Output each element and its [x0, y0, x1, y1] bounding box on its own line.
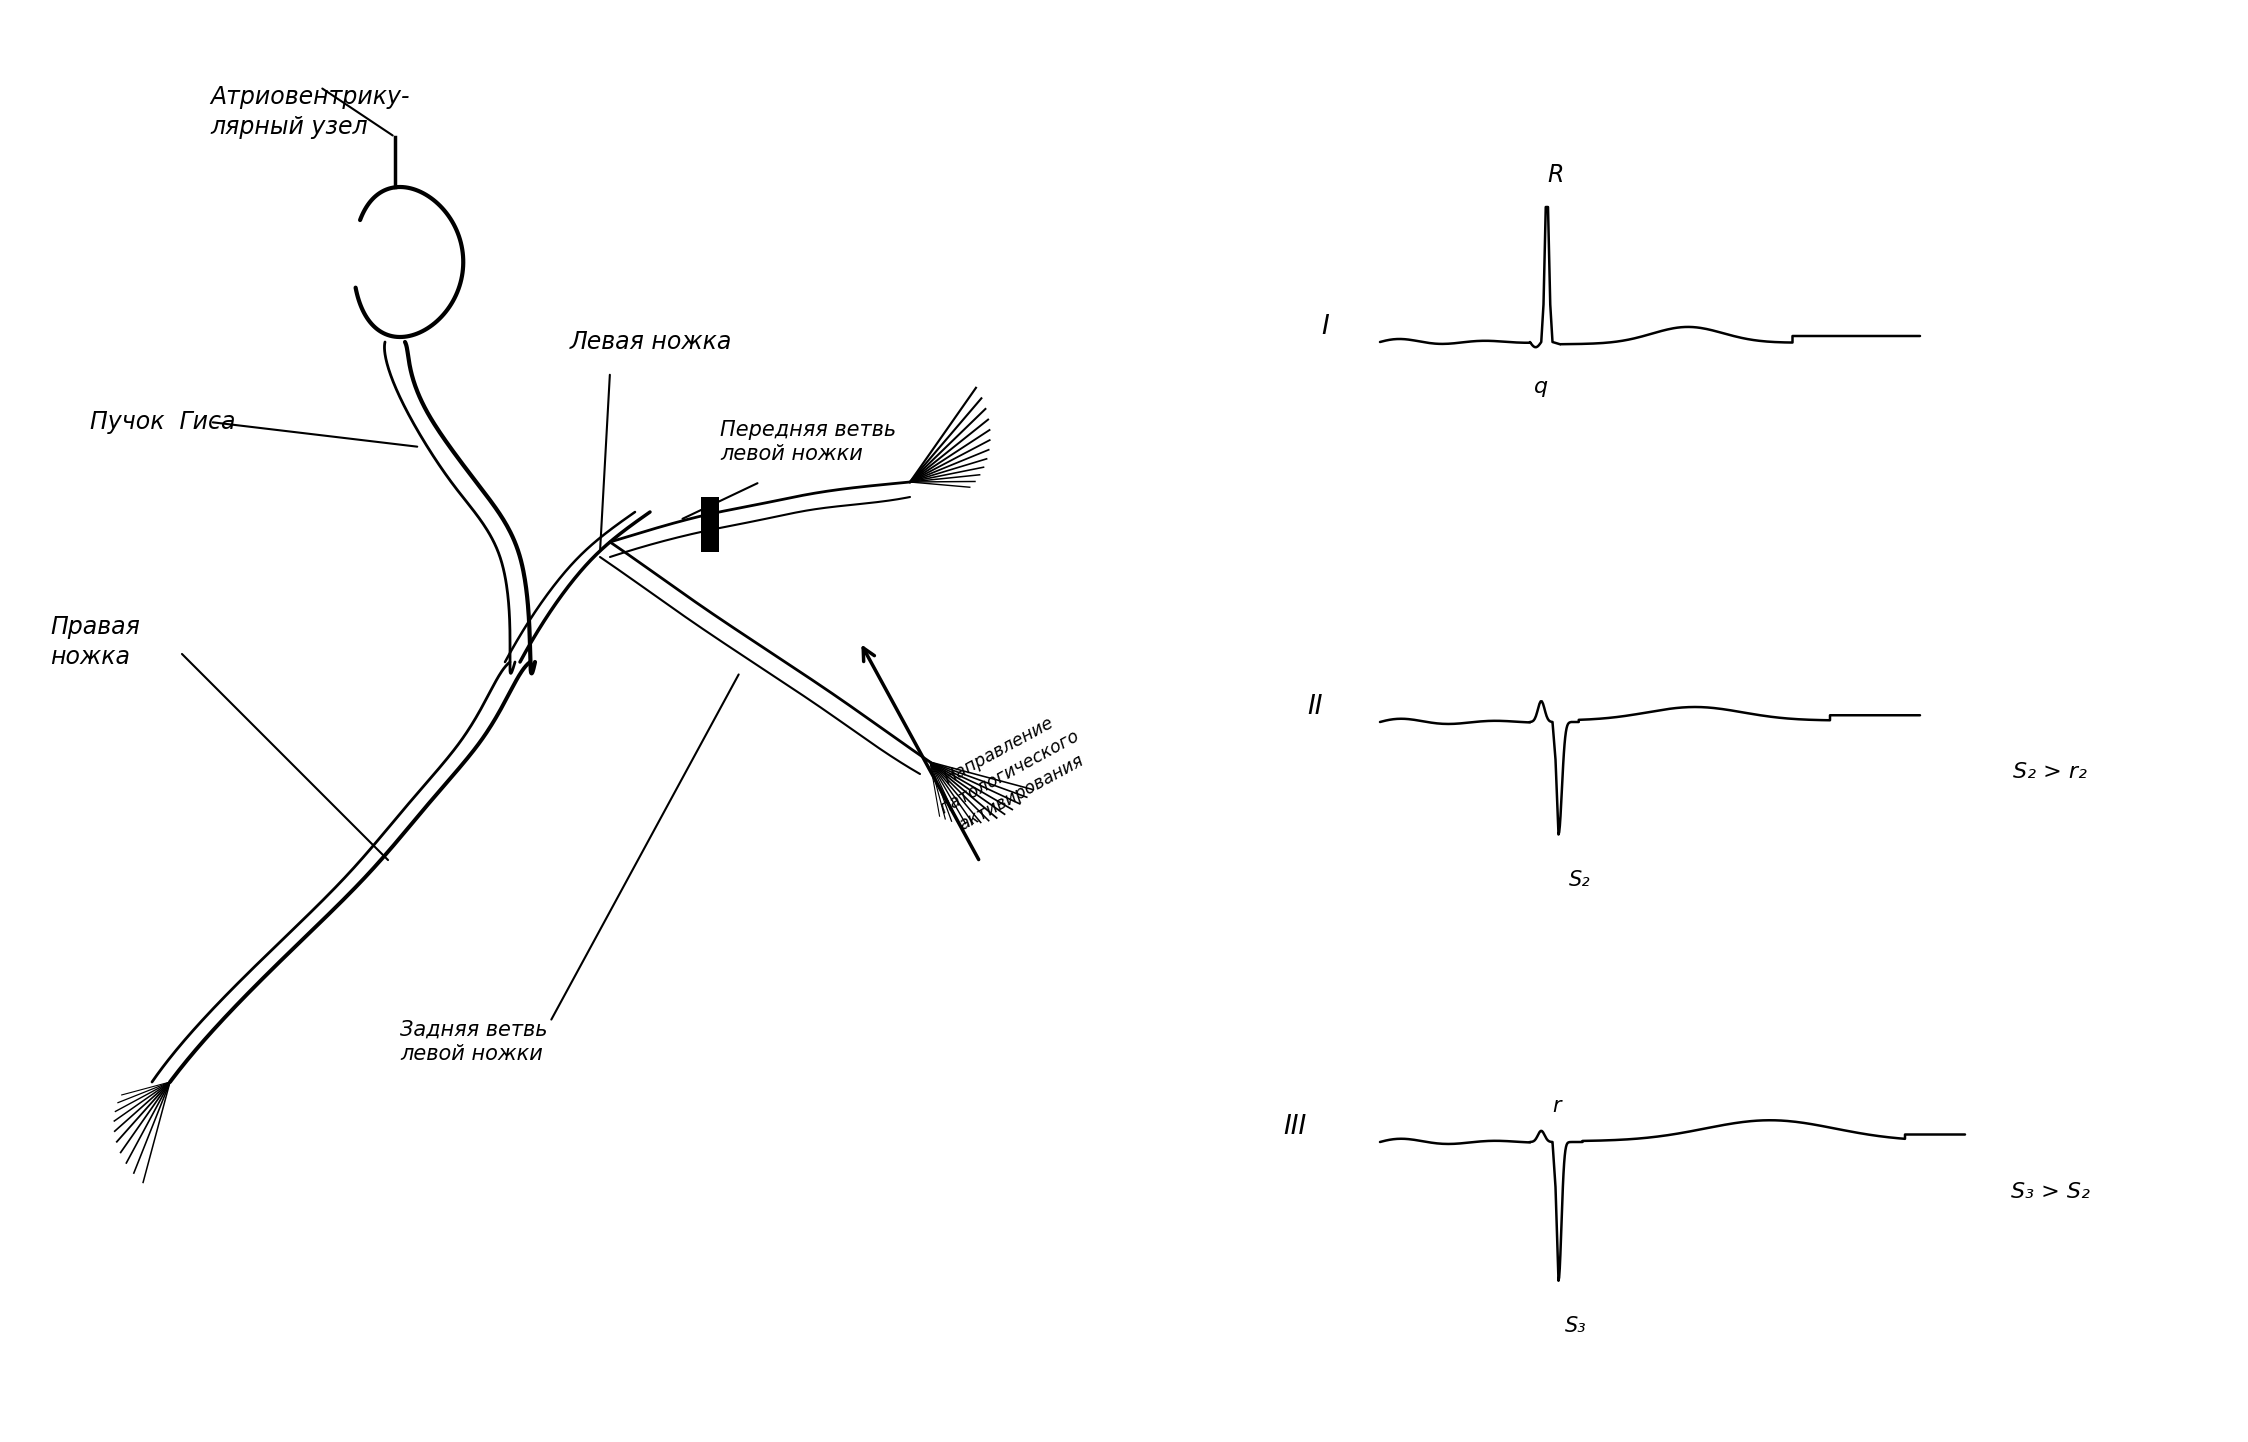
Text: S₃ > S₂: S₃ > S₂: [2010, 1182, 2088, 1203]
Text: Направление
патологического
активирования: Направление патологического активировани…: [926, 707, 1095, 838]
Text: Атриовентрику-
лярный узел: Атриовентрику- лярный узел: [209, 85, 409, 138]
Text: III: III: [1284, 1115, 1306, 1141]
Text: Задняя ветвь
левой ножки: Задняя ветвь левой ножки: [400, 1019, 549, 1064]
Text: r: r: [1551, 1096, 1560, 1116]
Text: S₂ > r₂: S₂ > r₂: [2012, 761, 2086, 782]
Text: S₃: S₃: [1565, 1315, 1587, 1335]
Text: II: II: [1308, 694, 1322, 720]
Text: Передняя ветвь
левой ножки: Передняя ветвь левой ножки: [719, 420, 897, 464]
Text: Правая
ножка: Правая ножка: [49, 616, 139, 669]
Text: I: I: [1322, 314, 1329, 340]
Text: Пучок  Гиса: Пучок Гиса: [90, 410, 236, 434]
Text: Левая ножка: Левая ножка: [571, 330, 733, 353]
Text: R: R: [1547, 163, 1565, 187]
Text: S₂: S₂: [1569, 870, 1589, 890]
Bar: [701, 496, 719, 551]
Text: q: q: [1533, 376, 1549, 397]
